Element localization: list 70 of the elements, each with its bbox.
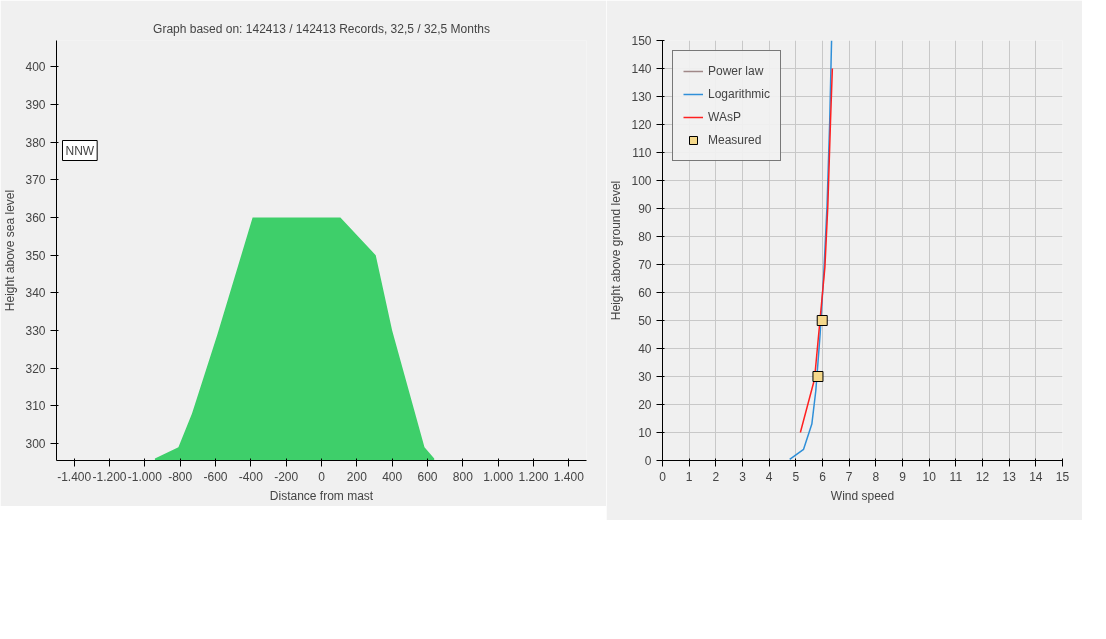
y-tick-label: 360 xyxy=(25,211,46,226)
x-tick-label: 14 xyxy=(1029,469,1043,484)
y-axis-title: Height above sea level xyxy=(3,189,18,312)
y-tick-label: 110 xyxy=(632,146,652,160)
y-tick-label: 0 xyxy=(644,454,652,468)
x-tick-label: 800 xyxy=(452,469,474,484)
x-tick-label: 400 xyxy=(382,469,403,484)
y-tick-label: 80 xyxy=(638,230,652,244)
y-axis-title: Height above ground level xyxy=(609,180,624,321)
x-tick-label: 1.400 xyxy=(553,469,585,484)
x-tick-label: -1.200 xyxy=(92,469,127,484)
x-tick-label: 11 xyxy=(949,469,963,484)
x-tick-label: -1.400 xyxy=(57,469,92,484)
legend-label: Logarithmic xyxy=(708,87,771,101)
y-tick-label: 130 xyxy=(631,90,652,104)
x-tick-label: 10 xyxy=(922,469,937,484)
legend-label: WAsP xyxy=(708,110,741,124)
y-tick-label: 340 xyxy=(25,286,46,301)
x-tick-label: 0 xyxy=(318,469,326,484)
line-series xyxy=(788,40,833,461)
chart-title: Graph based on: 142413 / 142413 Records, 32,5 / 32,5 Months xyxy=(153,21,490,36)
x-tick-label: -400 xyxy=(238,469,264,484)
y-tick-label: 40 xyxy=(638,342,652,356)
x-axis-title: Wind speed xyxy=(830,488,895,503)
x-tick-label: 4 xyxy=(765,469,773,484)
x-tick-label: 12 xyxy=(975,469,990,484)
y-tick-label: 50 xyxy=(638,314,652,328)
legend-label: Measured xyxy=(708,133,762,147)
y-tick-label: 350 xyxy=(25,248,46,263)
x-axis-title: Distance from mast xyxy=(269,488,374,503)
x-tick-label: 200 xyxy=(346,469,368,484)
y-tick-label: 90 xyxy=(638,202,652,216)
legend-label: Power law xyxy=(708,64,764,78)
x-tick-label: 0 xyxy=(659,469,667,484)
x-tick-label: 13 xyxy=(1002,469,1017,484)
x-tick-label: -200 xyxy=(274,469,299,484)
y-tick-label: 20 xyxy=(638,398,652,412)
y-tick-label: 70 xyxy=(638,258,652,272)
y-tick-label: 150 xyxy=(631,34,652,48)
x-tick-label: 1.200 xyxy=(518,469,549,484)
y-tick-label: 370 xyxy=(25,173,46,188)
line-series xyxy=(799,67,834,434)
annotation: NNW xyxy=(65,143,95,158)
x-tick-label: 1 xyxy=(685,469,693,484)
y-tick-label: 310 xyxy=(25,399,46,414)
y-tick-label: 140 xyxy=(631,62,652,76)
y-tick-label: 10 xyxy=(638,426,652,440)
x-tick-label: 6 xyxy=(819,469,827,484)
y-tick-label: 100 xyxy=(631,174,652,188)
y-tick-label: 380 xyxy=(25,135,46,150)
y-tick-label: 330 xyxy=(25,324,46,339)
x-tick-label: 5 xyxy=(792,469,800,484)
y-tick-label: 300 xyxy=(25,437,46,452)
y-tick-label: 60 xyxy=(638,286,652,300)
x-tick-label: 1.000 xyxy=(483,469,514,484)
x-tick-label: -600 xyxy=(203,469,228,484)
y-tick-label: 320 xyxy=(25,361,46,376)
x-tick-label: 8 xyxy=(872,469,880,484)
x-tick-label: 2 xyxy=(712,469,720,484)
x-tick-label: -800 xyxy=(168,469,193,484)
x-tick-label: 600 xyxy=(417,469,438,484)
x-tick-label: -1.000 xyxy=(127,469,163,484)
x-tick-label: 3 xyxy=(739,469,747,484)
x-tick-label: 9 xyxy=(899,469,907,484)
x-tick-label: 7 xyxy=(845,469,853,484)
x-tick-label: 15 xyxy=(1055,469,1070,484)
y-tick-label: 120 xyxy=(631,118,652,132)
y-tick-label: 400 xyxy=(25,60,46,75)
y-tick-label: 390 xyxy=(25,98,46,113)
y-tick-label: 30 xyxy=(638,370,652,384)
